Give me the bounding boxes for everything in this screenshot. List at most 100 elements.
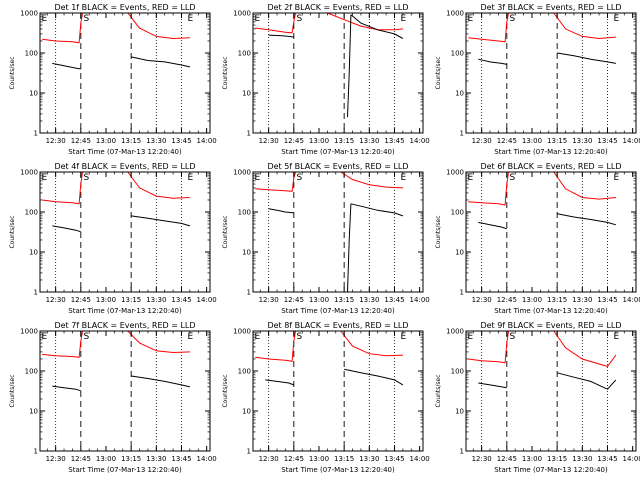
lld-series-line: [553, 12, 616, 40]
y-tick-label: 10: [242, 249, 251, 257]
x-tick-label: 13:30: [572, 137, 592, 145]
lld-series-line: [42, 12, 83, 44]
event-marker-label: E: [42, 332, 48, 342]
y-tick-label: 1000: [233, 10, 251, 18]
plot-frame: [465, 171, 637, 293]
lld-series-line: [468, 171, 509, 206]
y-tick-label: 1: [460, 448, 464, 456]
x-tick-label: 13:00: [96, 455, 116, 463]
x-tick-label: 13:45: [597, 137, 617, 145]
plot-frame: [39, 12, 211, 134]
y-tick-label: 100: [451, 209, 464, 217]
lld-series-line: [468, 330, 509, 364]
y-axis-label: Counts/sec: [435, 56, 442, 89]
lld-series-line: [255, 12, 296, 34]
events-series-line: [131, 215, 191, 227]
x-tick-label: 13:00: [96, 137, 116, 145]
x-tick-label: 12:30: [259, 137, 279, 145]
lld-series-line: [127, 171, 190, 199]
event-marker-label: S: [510, 173, 516, 183]
event-marker-label: S: [297, 14, 303, 24]
event-marker-label: E: [188, 173, 194, 183]
x-tick-label: 13:30: [572, 296, 592, 304]
event-marker-label: E: [42, 173, 48, 183]
x-tick-label: 12:30: [259, 296, 279, 304]
x-axis-label: Start Time (07-Mar-13 12:20:40): [494, 466, 608, 474]
x-axis-label: Start Time (07-Mar-13 12:20:40): [68, 148, 182, 156]
x-tick-label: 13:45: [171, 455, 191, 463]
x-tick-label: 13:15: [547, 137, 567, 145]
events-series-line: [131, 56, 191, 68]
y-tick-label: 10: [29, 249, 38, 257]
plot-frame: [465, 330, 637, 452]
lld-series-line: [127, 12, 190, 40]
x-tick-label: 13:15: [547, 296, 567, 304]
event-marker-label: E: [42, 14, 48, 24]
event-marker-label: E: [614, 173, 620, 183]
y-tick-label: 100: [238, 50, 251, 58]
detector-panel: Det 5f BLACK = Events, RED = LLD Counts/s…: [222, 162, 430, 315]
x-axis-label: Start Time (07-Mar-13 12:20:40): [281, 307, 395, 315]
event-marker-label: E: [468, 14, 474, 24]
y-tick-label: 1000: [20, 169, 38, 177]
y-tick-label: 100: [451, 368, 464, 376]
x-tick-label: 12:30: [259, 455, 279, 463]
x-tick-label: 12:45: [284, 137, 304, 145]
x-tick-label: 13:45: [384, 455, 404, 463]
x-tick-label: 12:30: [46, 296, 66, 304]
detector-panel: Det 4f BLACK = Events, RED = LLD Counts/s…: [9, 162, 217, 315]
event-marker-label: S: [84, 14, 90, 24]
x-tick-label: 13:00: [522, 455, 542, 463]
event-marker-label: E: [401, 14, 407, 24]
events-series-line: [52, 62, 81, 70]
x-tick-label: 14:00: [197, 137, 217, 145]
lld-series-line: [553, 330, 617, 367]
lld-series-line: [340, 330, 403, 357]
x-tick-label: 14:00: [623, 455, 640, 463]
y-tick-label: 1: [247, 130, 251, 138]
detector-panel: Det 2f BLACK = Events, RED = LLD Counts/s…: [222, 3, 430, 156]
detector-panel: Det 1f BLACK = Events, RED = LLD Counts/s…: [9, 3, 217, 156]
x-tick-label: 13:15: [334, 455, 354, 463]
y-axis-label: Counts/sec: [9, 374, 16, 407]
y-tick-label: 10: [29, 90, 38, 98]
panel-title: Det 2f BLACK = Events, RED = LLD: [267, 3, 408, 12]
lld-series-line: [468, 12, 509, 43]
plot-frame: [465, 12, 637, 134]
x-tick-label: 13:45: [384, 296, 404, 304]
y-tick-label: 1000: [446, 169, 464, 177]
lld-series-line: [255, 171, 296, 192]
x-tick-label: 13:30: [572, 455, 592, 463]
x-tick-label: 14:00: [410, 137, 430, 145]
x-axis-label: Start Time (07-Mar-13 12:20:40): [494, 307, 608, 315]
lld-series-line: [340, 171, 403, 189]
detector-panel: Det 6f BLACK = Events, RED = LLD Counts/s…: [435, 162, 640, 315]
x-tick-label: 13:45: [171, 296, 191, 304]
y-tick-label: 100: [25, 209, 38, 217]
y-tick-label: 100: [25, 50, 38, 58]
plot-frame: [39, 171, 211, 293]
event-marker-label: E: [255, 332, 261, 342]
panel-title: Det 6f BLACK = Events, RED = LLD: [480, 162, 621, 171]
x-tick-label: 14:00: [197, 296, 217, 304]
y-tick-label: 10: [455, 249, 464, 257]
event-marker-label: S: [84, 332, 90, 342]
x-tick-label: 12:30: [46, 137, 66, 145]
events-series-line: [478, 221, 507, 230]
x-tick-label: 13:00: [96, 296, 116, 304]
lld-series-line: [127, 330, 190, 354]
event-marker-label: E: [401, 173, 407, 183]
y-tick-label: 1000: [446, 10, 464, 18]
x-tick-label: 12:45: [284, 296, 304, 304]
x-tick-label: 12:45: [284, 455, 304, 463]
events-series-line: [344, 368, 404, 386]
y-tick-label: 10: [455, 90, 464, 98]
events-series-line: [478, 382, 507, 389]
x-tick-label: 13:30: [146, 455, 166, 463]
event-marker-label: E: [188, 14, 194, 24]
y-tick-label: 100: [451, 50, 464, 58]
x-tick-label: 12:30: [472, 296, 492, 304]
events-series-line: [52, 385, 81, 392]
x-tick-label: 14:00: [197, 455, 217, 463]
y-tick-label: 100: [238, 209, 251, 217]
